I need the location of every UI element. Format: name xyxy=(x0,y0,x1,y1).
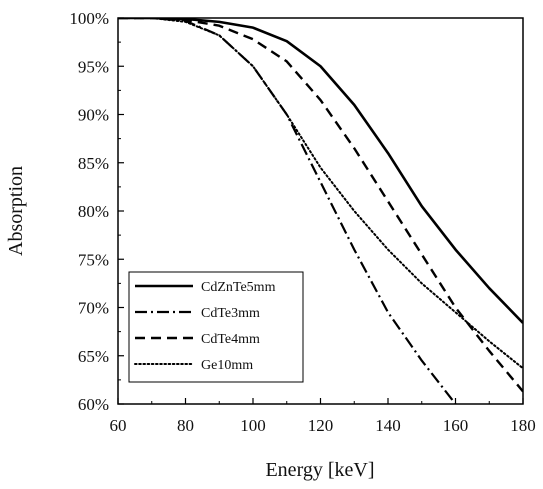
x-axis-title: Energy [keV] xyxy=(265,459,374,481)
y-tick-label: 65% xyxy=(78,347,109,366)
series-lines xyxy=(118,18,523,404)
y-tick-label: 80% xyxy=(78,202,109,221)
y-axis-title: Absorption xyxy=(5,166,27,256)
legend: CdZnTe5mm CdTe3mm CdTe4mm Ge10mm xyxy=(128,271,304,383)
y-tick-label: 60% xyxy=(78,395,109,414)
legend-label: CdTe4mm xyxy=(201,332,260,347)
x-tick-label: 80 xyxy=(177,416,194,435)
x-tick-label: 100 xyxy=(240,416,266,435)
y-tick-label: 100% xyxy=(69,9,109,28)
x-tick-label: 60 xyxy=(110,416,127,435)
x-axis: 60 80 100 120 140 160 180 xyxy=(110,398,536,435)
y-tick-label: 75% xyxy=(78,250,109,269)
series-line-cdte3mm xyxy=(118,18,457,404)
x-tick-label: 160 xyxy=(443,416,469,435)
series-line-ge10mm xyxy=(118,18,523,370)
y-tick-label: 85% xyxy=(78,154,109,173)
y-tick-label: 70% xyxy=(78,299,109,318)
legend-label: Ge10mm xyxy=(201,358,253,373)
legend-label: CdZnTe5mm xyxy=(201,280,276,295)
y-tick-label: 90% xyxy=(78,106,109,125)
legend-label: CdTe3mm xyxy=(201,306,260,321)
x-tick-label: 120 xyxy=(308,416,334,435)
y-tick-label: 95% xyxy=(78,57,109,76)
y-axis: 60% 65% 70% 75% 80% 85% 90% 95% 100% xyxy=(69,9,124,414)
series-line-cdte4mm xyxy=(118,18,523,393)
x-tick-label: 140 xyxy=(375,416,401,435)
x-tick-label: 180 xyxy=(510,416,536,435)
